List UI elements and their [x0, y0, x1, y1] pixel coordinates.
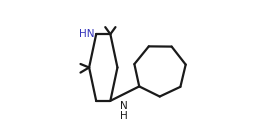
Text: N
H: N H [120, 101, 128, 121]
Text: HN: HN [79, 28, 94, 38]
